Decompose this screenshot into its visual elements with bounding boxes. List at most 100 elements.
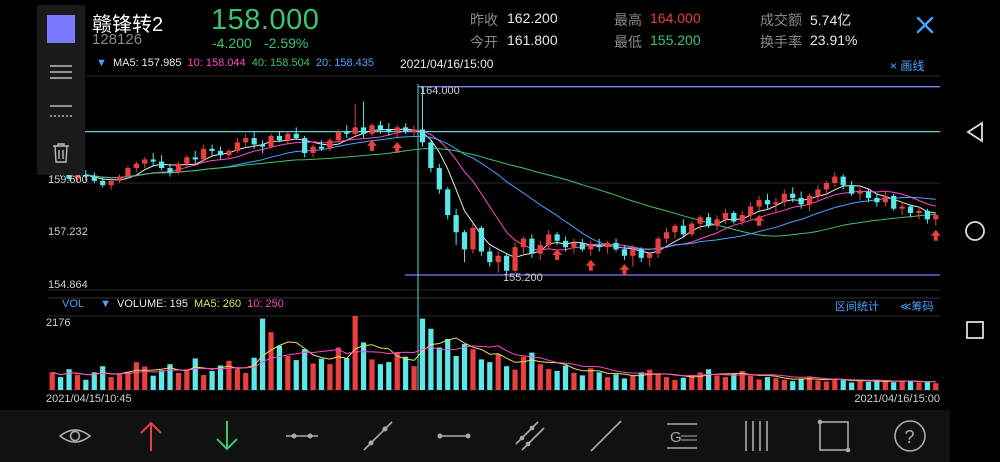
help-icon[interactable]: ? xyxy=(892,418,928,454)
volume-bar xyxy=(554,370,560,390)
gann-icon[interactable]: G xyxy=(664,418,700,454)
candle-body xyxy=(377,125,384,130)
volume-bar xyxy=(217,365,224,390)
menu-icon[interactable] xyxy=(49,63,73,81)
turnover-amount-label: 成交额 xyxy=(760,12,802,28)
candle-body xyxy=(259,144,266,147)
volume-bar xyxy=(849,382,855,390)
crosshair-time: 2021/04/16/15:00 xyxy=(400,57,494,71)
vertical-lines-icon[interactable] xyxy=(740,418,776,454)
buy-arrow-icon xyxy=(619,264,630,276)
candle-body xyxy=(100,180,106,186)
volume-bar xyxy=(327,364,333,390)
candle-body xyxy=(680,225,686,235)
candle-body xyxy=(403,127,409,132)
candle-body xyxy=(394,127,400,132)
candle-body xyxy=(815,189,821,196)
candle-body xyxy=(571,242,577,248)
volume-bar xyxy=(588,368,594,390)
candle-body xyxy=(74,174,81,179)
volume-bar xyxy=(924,381,930,390)
volume-ma-lines xyxy=(52,337,936,383)
line-style-icon[interactable] xyxy=(49,102,73,120)
volume-bar xyxy=(268,332,274,390)
ma5-value: MA5: 157.985 xyxy=(112,57,182,69)
trash-icon[interactable] xyxy=(51,142,71,164)
line-icon[interactable] xyxy=(588,418,624,454)
volume-bar xyxy=(512,369,518,390)
candle-body xyxy=(276,135,283,141)
hline-icon[interactable] xyxy=(436,418,472,454)
low-label: 最低 xyxy=(614,34,642,50)
candle-body xyxy=(175,163,182,173)
ma5-line xyxy=(52,128,936,259)
interval-stats-button[interactable]: 区间统计 xyxy=(835,301,879,313)
vol-ma5-line xyxy=(52,337,936,383)
candle-body xyxy=(504,255,510,271)
kline-chart[interactable]: 159.600 157.232 154.864 164.000 155.200 … xyxy=(0,0,950,410)
volume-bar xyxy=(916,382,922,390)
color-swatch[interactable] xyxy=(47,15,75,43)
volume-bar xyxy=(647,369,653,390)
candle-body xyxy=(369,125,375,134)
arrow-up-icon[interactable] xyxy=(133,418,169,454)
price-axis-label-2: 157.232 xyxy=(48,226,88,238)
candle-body xyxy=(293,133,299,139)
volume-bar xyxy=(243,372,249,390)
candle-body xyxy=(933,215,939,220)
rectangle-icon[interactable] xyxy=(816,418,852,454)
time-end-label: 2021/04/16/15:00 xyxy=(854,393,940,405)
volume-bar xyxy=(891,382,897,390)
recents-icon[interactable] xyxy=(965,320,985,340)
volume-legend: VOL ▼ VOLUME: 195 MA5: 260 10: 250 xyxy=(62,298,287,310)
volume-bar xyxy=(823,381,830,390)
candle-body xyxy=(419,129,426,143)
ma-dropdown-icon[interactable]: ▼ xyxy=(96,57,107,69)
arrow-down-icon[interactable] xyxy=(209,418,245,454)
draw-line-button[interactable]: × 画线 xyxy=(890,59,925,73)
volume-bar xyxy=(731,374,737,390)
candle-body xyxy=(722,212,729,220)
candle-body xyxy=(613,242,619,250)
back-icon[interactable] xyxy=(965,121,985,143)
candle-body xyxy=(891,195,897,209)
candle-body xyxy=(167,168,173,173)
volume-bar xyxy=(259,318,266,390)
candle-body xyxy=(91,176,97,181)
volume-bar xyxy=(108,377,114,390)
volume-bar xyxy=(680,377,686,390)
volume-bar xyxy=(394,352,400,390)
ma20-value: 20: 158.435 xyxy=(315,57,375,69)
turnover-rate-value: 23.91% xyxy=(810,32,858,48)
candle-body xyxy=(436,168,442,190)
segment-icon[interactable] xyxy=(284,418,320,454)
volume-bars xyxy=(49,316,939,390)
svg-text:?: ? xyxy=(905,427,915,447)
volume-bar xyxy=(840,380,846,390)
candle-body xyxy=(781,193,787,203)
volume-bar xyxy=(613,374,619,390)
stock-name: 赣锋转2 xyxy=(92,14,164,36)
eye-icon[interactable] xyxy=(57,418,93,454)
ray-icon[interactable] xyxy=(360,418,396,454)
volume-bar xyxy=(705,369,712,390)
vol-label[interactable]: VOL xyxy=(62,298,85,310)
drawing-side-panel xyxy=(37,5,85,175)
close-icon[interactable] xyxy=(914,14,936,36)
ma-legend: ▼ MA5: 157.985 10: 158.044 40: 158.504 2… xyxy=(96,57,377,69)
volume-bar xyxy=(142,366,148,390)
volume-bar xyxy=(234,368,240,390)
candle-body xyxy=(108,180,114,186)
vol-dropdown-icon[interactable]: ▼ xyxy=(100,298,111,310)
candle-body xyxy=(327,140,333,149)
home-icon[interactable] xyxy=(964,220,986,242)
candle-body xyxy=(874,197,880,203)
candle-body xyxy=(798,197,804,205)
candle-body xyxy=(411,129,417,132)
candle-body xyxy=(554,234,560,241)
candle-body xyxy=(705,217,712,226)
volume-bar xyxy=(487,362,493,390)
parallel-icon[interactable] xyxy=(512,418,548,454)
chips-button[interactable]: ≪筹码 xyxy=(900,301,934,313)
volume-bar xyxy=(806,376,813,390)
